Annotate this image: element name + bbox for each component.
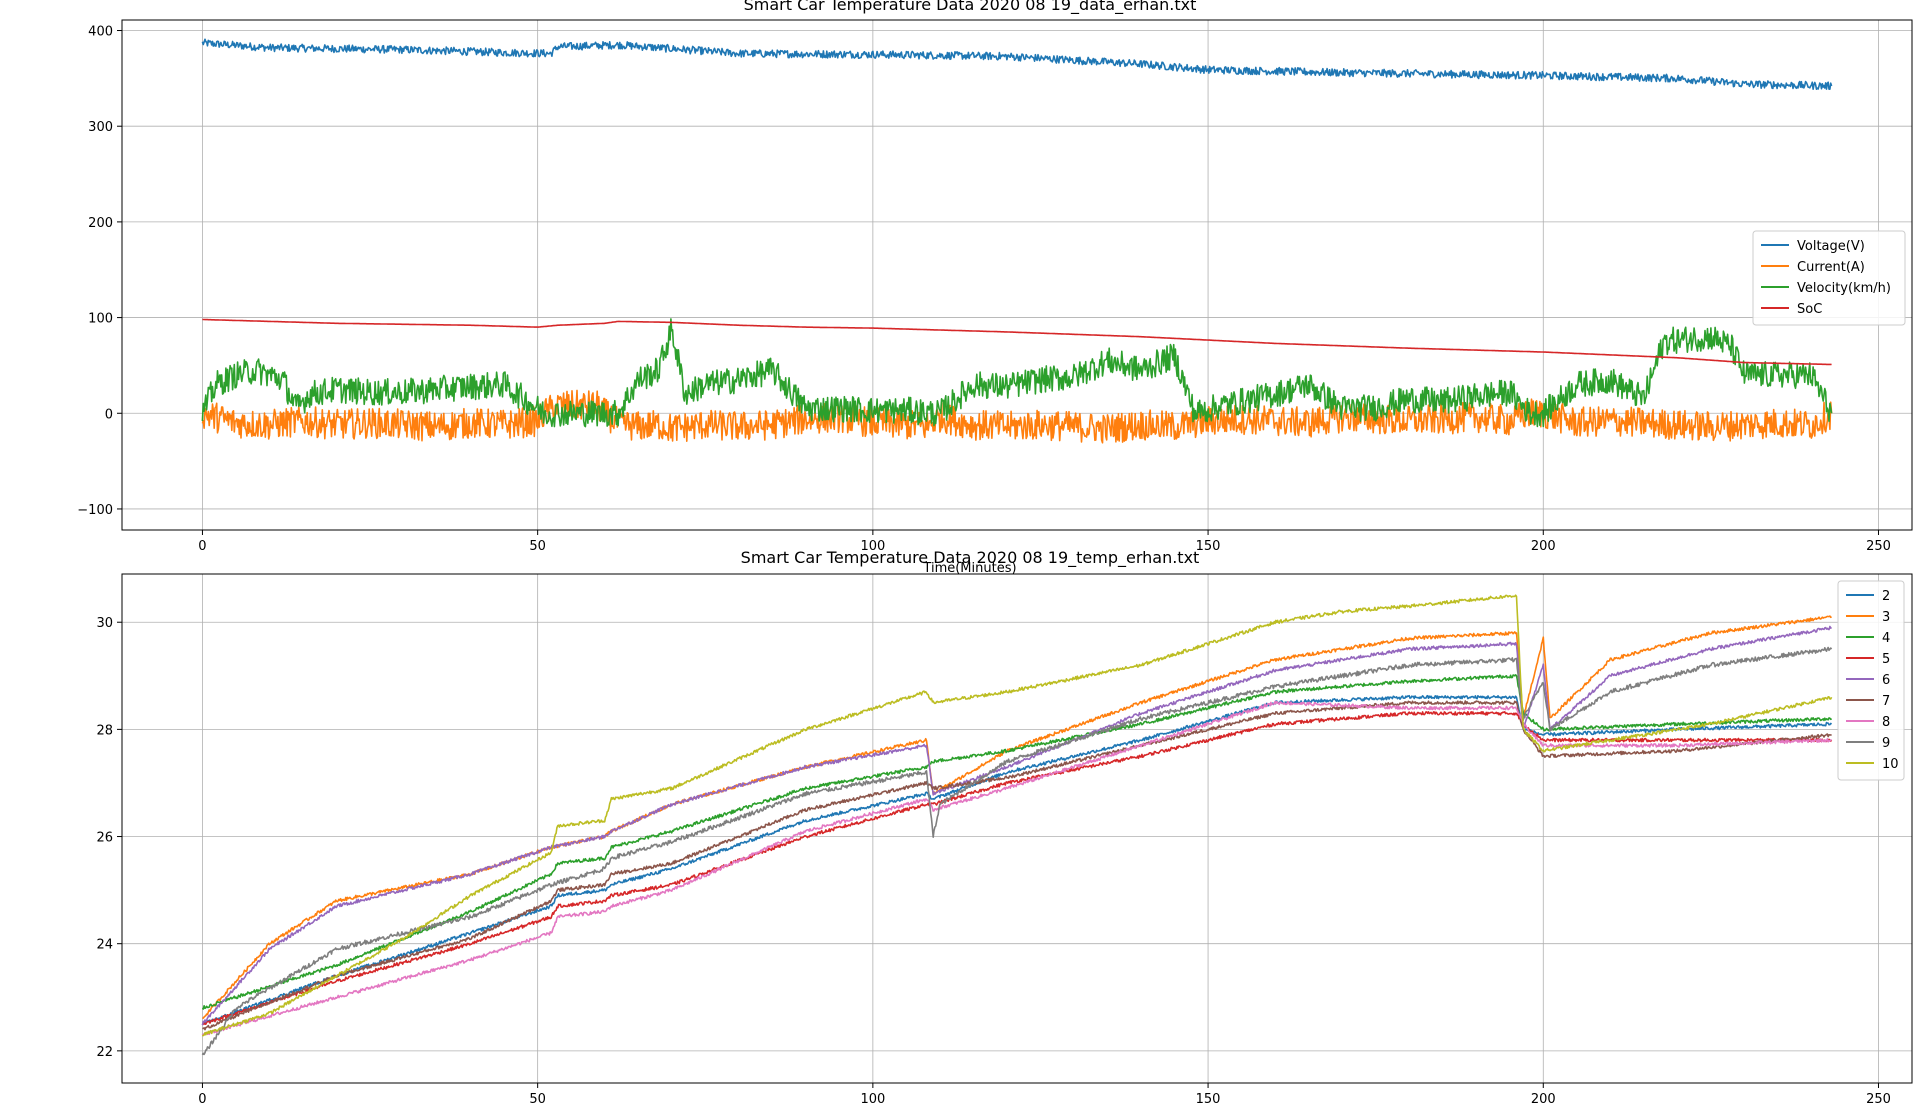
legend-label: 4 [1882, 631, 1890, 646]
x-tick-label: 100 [860, 539, 885, 554]
legend-label: Current(A) [1797, 260, 1865, 275]
series-line-velocity-km-h- [201, 318, 1833, 428]
series-line-2 [201, 694, 1832, 1025]
chart-1: 0 50 100 150 200 250 −100 0 100 200 300 400 Smart C… [77, 0, 1913, 576]
x-tick-label: 150 [1196, 539, 1221, 554]
chart-1-plot-frame [121, 19, 1913, 531]
legend-label: 10 [1882, 757, 1899, 772]
legend-label: 8 [1882, 715, 1890, 730]
chart-1-x-axis-label: Time(Minutes) [922, 561, 1016, 576]
y-tick-label: 22 [96, 1045, 113, 1060]
chart-2-plot-frame [121, 573, 1913, 1084]
x-tick-label: 0 [198, 539, 206, 554]
legend-box [1752, 230, 1906, 326]
legend-label: Voltage(V) [1797, 239, 1865, 254]
x-tick-label: 50 [529, 1092, 546, 1103]
series-line-3 [202, 615, 1832, 1019]
chart-1-legend: Voltage(V) Current(A) Velocity(km/h) SoC [1752, 230, 1906, 326]
legend-label: 5 [1882, 652, 1890, 667]
series-line-voltage-v- [201, 38, 1833, 90]
series-line-7 [202, 700, 1832, 1031]
legend-label: Velocity(km/h) [1797, 281, 1891, 296]
y-tick-label: 0 [105, 407, 113, 422]
chart-1-grid [122, 20, 1912, 530]
chart-1-title: Smart Car Temperature Data 2020 08 19_da… [744, 0, 1197, 15]
legend-box [1837, 580, 1905, 781]
chart-1-ticks: 0 50 100 150 200 250 −100 0 100 200 300 400 [77, 25, 1891, 554]
legend-label: 9 [1882, 736, 1890, 751]
x-tick-label: 150 [1196, 1092, 1221, 1103]
y-tick-label: 30 [96, 616, 113, 631]
series-line-9 [201, 646, 1833, 1056]
x-tick-label: 200 [1531, 1092, 1556, 1103]
y-tick-label: 24 [96, 938, 113, 953]
y-tick-label: 28 [96, 723, 113, 738]
y-tick-label: 300 [88, 120, 113, 135]
x-tick-label: 200 [1531, 539, 1556, 554]
legend-label: 2 [1882, 589, 1890, 604]
y-tick-label: 26 [96, 831, 113, 846]
chart-2-ticks: 0 50 100 150 200 250 22 24 26 28 30 [96, 616, 1890, 1103]
x-tick-label: 50 [529, 539, 546, 554]
x-tick-label: 250 [1866, 539, 1891, 554]
legend-label: 6 [1882, 673, 1890, 688]
y-tick-label: 100 [88, 312, 113, 327]
series-line-10 [201, 594, 1833, 1037]
y-tick-label: 200 [88, 216, 113, 231]
series-line-5 [202, 710, 1833, 1026]
legend-label: 3 [1882, 610, 1890, 625]
series-line-current-a- [201, 389, 1833, 444]
series-line-8 [201, 700, 1832, 1037]
chart-1-series [201, 38, 1833, 444]
y-tick-label: −100 [77, 503, 113, 518]
chart-2-grid [122, 574, 1912, 1083]
y-tick-label: 400 [88, 25, 113, 40]
chart-2-series [201, 594, 1833, 1056]
series-line-soc [202, 318, 1832, 366]
legend-label: 7 [1882, 694, 1890, 709]
chart-2-title: Smart Car Temperature Data 2020 08 19_te… [741, 548, 1200, 568]
x-tick-label: 0 [198, 1092, 206, 1103]
x-tick-label: 250 [1866, 1092, 1891, 1103]
x-tick-label: 100 [860, 1092, 885, 1103]
chart-2-legend: 2 3 4 5 6 7 8 9 10 [1837, 580, 1905, 781]
series-line-4 [201, 674, 1833, 1010]
legend-label: SoC [1797, 302, 1822, 317]
